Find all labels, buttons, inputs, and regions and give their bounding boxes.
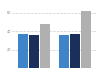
Bar: [29, 35, 39, 68]
Bar: [40, 24, 50, 68]
Bar: [70, 34, 80, 68]
Bar: [59, 35, 69, 68]
Bar: [18, 34, 28, 68]
Bar: [81, 11, 91, 68]
